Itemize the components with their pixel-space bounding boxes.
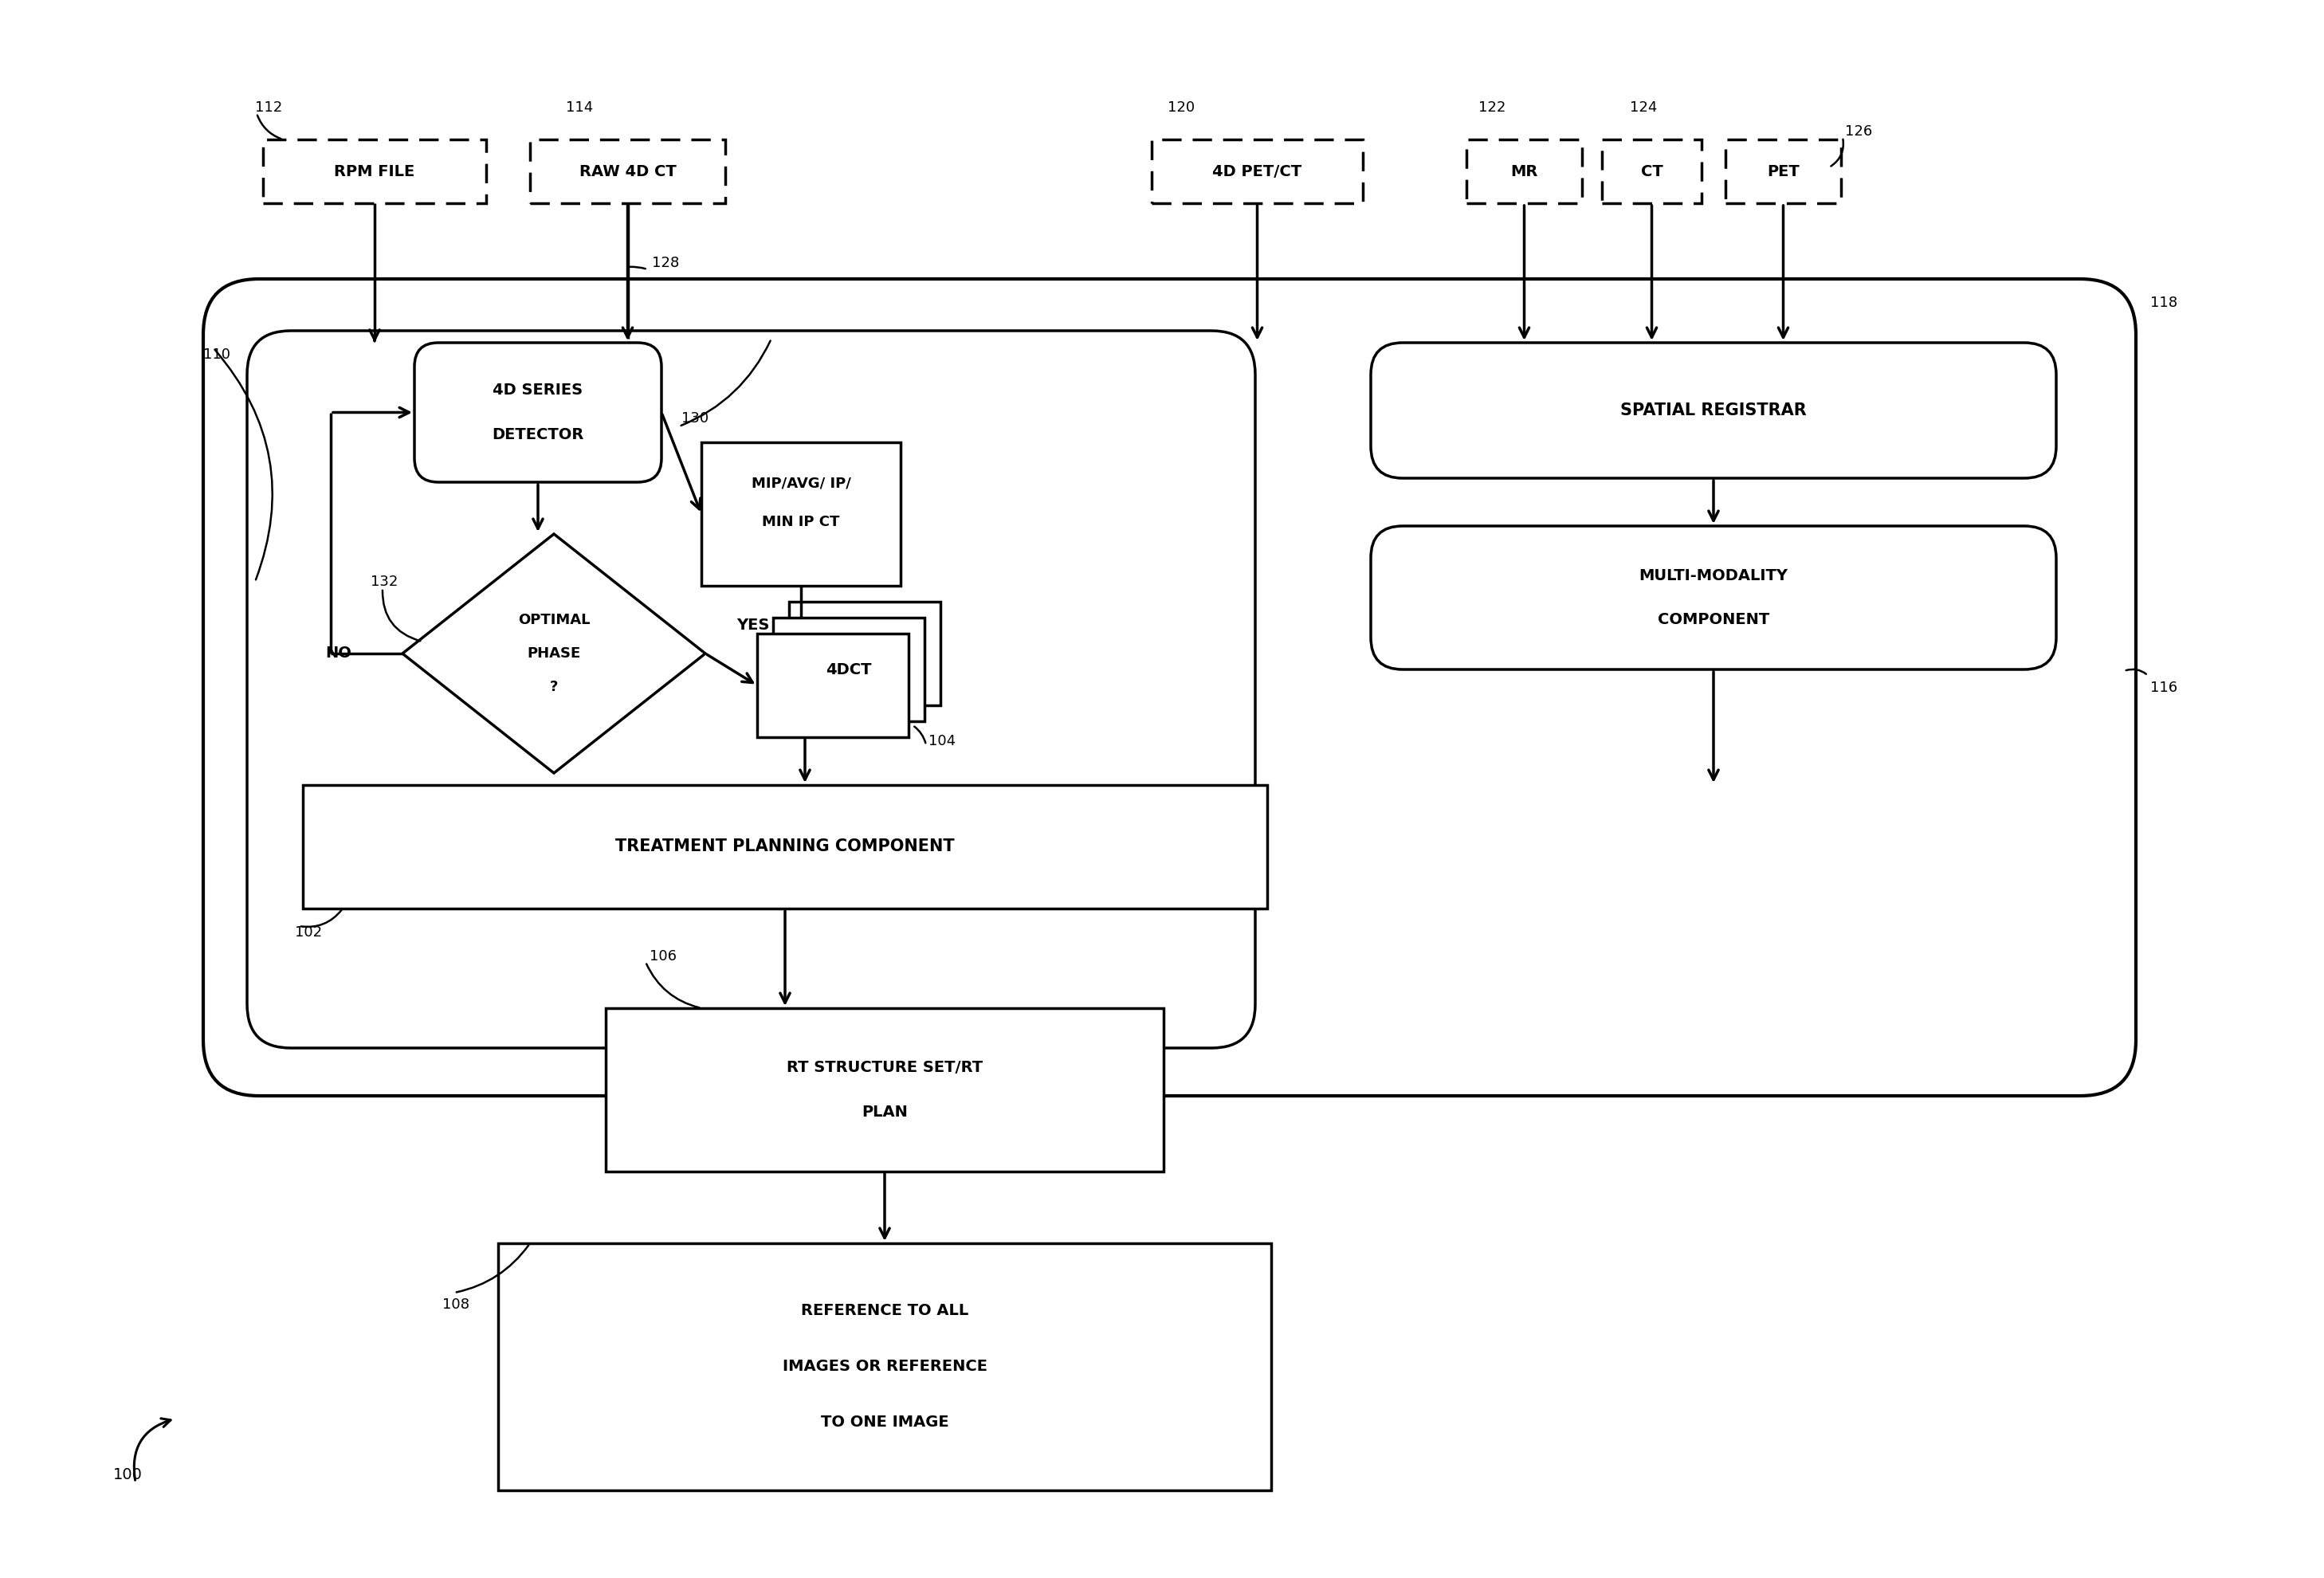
Polygon shape bbox=[402, 533, 704, 773]
Text: 110: 110 bbox=[202, 347, 230, 361]
Text: CT: CT bbox=[1641, 164, 1662, 178]
Text: IMAGES OR REFERENCE: IMAGES OR REFERENCE bbox=[783, 1359, 988, 1374]
Text: MR: MR bbox=[1511, 164, 1538, 178]
Bar bbox=[607, 1008, 1164, 1171]
Text: 120: 120 bbox=[1167, 101, 1195, 115]
Text: 116: 116 bbox=[2150, 680, 2178, 694]
Text: 112: 112 bbox=[256, 101, 281, 115]
FancyBboxPatch shape bbox=[246, 331, 1255, 1048]
Bar bbox=[1153, 139, 1362, 204]
Bar bbox=[774, 617, 925, 721]
Text: 118: 118 bbox=[2150, 295, 2178, 309]
Text: 130: 130 bbox=[681, 412, 709, 426]
Bar bbox=[263, 139, 486, 204]
Text: 106: 106 bbox=[648, 950, 676, 964]
Bar bbox=[302, 784, 1267, 909]
FancyBboxPatch shape bbox=[1371, 525, 2057, 669]
Bar bbox=[497, 1243, 1271, 1490]
Text: 122: 122 bbox=[1478, 101, 1506, 115]
Text: RT STRUCTURE SET/RT: RT STRUCTURE SET/RT bbox=[786, 1060, 983, 1075]
Text: MULTI-MODALITY: MULTI-MODALITY bbox=[1638, 568, 1787, 582]
Text: 124: 124 bbox=[1629, 101, 1657, 115]
Bar bbox=[790, 601, 941, 705]
Text: 4DCT: 4DCT bbox=[825, 661, 872, 677]
Text: PET: PET bbox=[1766, 164, 1799, 178]
Text: 4D SERIES: 4D SERIES bbox=[493, 382, 583, 398]
Text: 132: 132 bbox=[370, 574, 397, 589]
Text: NO: NO bbox=[325, 645, 351, 661]
Text: REFERENCE TO ALL: REFERENCE TO ALL bbox=[802, 1303, 969, 1319]
Text: 102: 102 bbox=[295, 925, 323, 939]
Bar bbox=[702, 442, 902, 585]
FancyBboxPatch shape bbox=[414, 342, 662, 483]
Text: 4D PET/CT: 4D PET/CT bbox=[1213, 164, 1301, 178]
Text: SPATIAL REGISTRAR: SPATIAL REGISTRAR bbox=[1620, 402, 1806, 418]
Text: TREATMENT PLANNING COMPONENT: TREATMENT PLANNING COMPONENT bbox=[616, 839, 955, 855]
Text: PLAN: PLAN bbox=[862, 1105, 909, 1120]
Text: ?: ? bbox=[551, 680, 558, 694]
Text: 128: 128 bbox=[651, 256, 679, 270]
Bar bbox=[1466, 139, 1583, 204]
Text: 114: 114 bbox=[565, 101, 593, 115]
Text: RAW 4D CT: RAW 4D CT bbox=[579, 164, 676, 178]
Bar bbox=[530, 139, 725, 204]
Text: COMPONENT: COMPONENT bbox=[1657, 612, 1769, 628]
Bar bbox=[1724, 139, 1841, 204]
Text: PHASE: PHASE bbox=[528, 647, 581, 661]
Text: OPTIMAL: OPTIMAL bbox=[518, 612, 590, 626]
Text: MIP/AVG/ IP/: MIP/AVG/ IP/ bbox=[751, 477, 851, 491]
Text: YES: YES bbox=[737, 619, 769, 633]
Text: MIN IP CT: MIN IP CT bbox=[762, 514, 839, 529]
Text: DETECTOR: DETECTOR bbox=[493, 428, 583, 442]
Text: 108: 108 bbox=[442, 1297, 469, 1313]
Text: RPM FILE: RPM FILE bbox=[335, 164, 416, 178]
Text: 104: 104 bbox=[930, 734, 955, 748]
FancyBboxPatch shape bbox=[202, 279, 2136, 1095]
Text: TO ONE IMAGE: TO ONE IMAGE bbox=[820, 1415, 948, 1430]
FancyBboxPatch shape bbox=[1371, 342, 2057, 478]
Text: 100: 100 bbox=[114, 1468, 142, 1482]
Bar bbox=[758, 634, 909, 737]
Bar bbox=[1601, 139, 1701, 204]
Text: 126: 126 bbox=[1845, 125, 1873, 139]
